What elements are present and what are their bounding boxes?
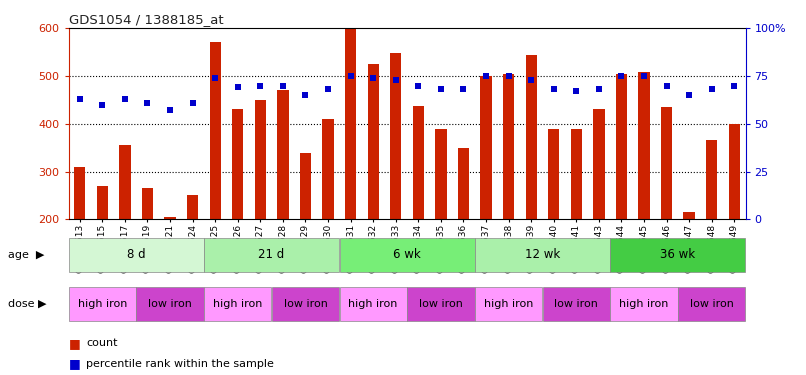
Text: 21 d: 21 d	[259, 249, 285, 261]
Bar	[475, 287, 542, 321]
Point	[254, 82, 267, 88]
Bar	[616, 74, 627, 219]
Bar	[593, 110, 604, 219]
Text: ■: ■	[69, 337, 81, 350]
Bar	[683, 212, 695, 219]
Bar	[204, 238, 339, 272]
Text: 12 wk: 12 wk	[525, 249, 560, 261]
Point	[344, 73, 357, 79]
Bar	[661, 107, 672, 219]
Text: high iron: high iron	[348, 299, 398, 309]
Point	[592, 86, 605, 92]
Point	[322, 86, 334, 92]
Bar	[300, 153, 311, 219]
Point	[186, 100, 199, 106]
Bar	[277, 90, 289, 219]
Point	[231, 84, 244, 90]
Point	[525, 77, 538, 83]
Point	[728, 82, 741, 88]
Text: age  ▶: age ▶	[8, 250, 44, 260]
Bar	[339, 287, 407, 321]
Bar	[548, 129, 559, 219]
Bar	[407, 287, 475, 321]
Text: ■: ■	[69, 357, 81, 370]
Point	[276, 82, 289, 88]
Bar	[142, 188, 153, 219]
Point	[502, 73, 515, 79]
Text: high iron: high iron	[213, 299, 263, 309]
Bar	[610, 287, 678, 321]
Bar	[526, 56, 537, 219]
Bar	[204, 287, 272, 321]
Point	[118, 96, 131, 102]
Bar	[164, 217, 176, 219]
Bar	[542, 287, 610, 321]
Bar	[503, 74, 514, 219]
Text: low iron: low iron	[690, 299, 733, 309]
Bar	[232, 110, 243, 219]
Point	[164, 107, 177, 113]
Point	[141, 100, 154, 106]
Bar	[458, 148, 469, 219]
Bar	[706, 141, 717, 219]
Bar	[475, 238, 610, 272]
Point	[615, 73, 628, 79]
Bar	[480, 76, 492, 219]
Bar	[368, 64, 379, 219]
Bar	[339, 238, 475, 272]
Text: low iron: low iron	[419, 299, 463, 309]
Bar	[255, 100, 266, 219]
Bar	[435, 129, 447, 219]
Text: dose ▶: dose ▶	[8, 299, 47, 309]
Bar	[322, 119, 334, 219]
Point	[299, 92, 312, 98]
Bar	[638, 72, 650, 219]
Point	[457, 86, 470, 92]
Point	[660, 82, 673, 88]
Point	[73, 96, 86, 102]
Point	[683, 92, 696, 98]
Point	[209, 75, 222, 81]
Point	[638, 73, 650, 79]
Text: GDS1054 / 1388185_at: GDS1054 / 1388185_at	[69, 13, 223, 26]
Text: high iron: high iron	[77, 299, 127, 309]
Bar	[74, 167, 85, 219]
Point	[705, 86, 718, 92]
Bar	[69, 287, 136, 321]
Bar	[729, 124, 740, 219]
Point	[389, 77, 402, 83]
Bar	[610, 238, 746, 272]
Point	[96, 102, 109, 108]
Text: low iron: low iron	[284, 299, 327, 309]
Bar	[69, 238, 204, 272]
Point	[547, 86, 560, 92]
Bar	[187, 195, 198, 219]
Bar	[390, 53, 401, 219]
Text: count: count	[86, 338, 118, 348]
Bar	[678, 287, 746, 321]
Bar	[119, 145, 131, 219]
Bar	[136, 287, 204, 321]
Point	[570, 88, 583, 94]
Bar	[272, 287, 339, 321]
Text: low iron: low iron	[555, 299, 598, 309]
Text: high iron: high iron	[484, 299, 534, 309]
Text: 36 wk: 36 wk	[660, 249, 696, 261]
Point	[434, 86, 447, 92]
Bar	[571, 129, 582, 219]
Bar	[413, 106, 424, 219]
Bar	[210, 42, 221, 219]
Text: high iron: high iron	[619, 299, 669, 309]
Point	[367, 75, 380, 81]
Bar	[97, 186, 108, 219]
Text: percentile rank within the sample: percentile rank within the sample	[86, 359, 274, 369]
Bar	[345, 29, 356, 219]
Text: 8 d: 8 d	[127, 249, 146, 261]
Text: low iron: low iron	[148, 299, 192, 309]
Point	[412, 82, 425, 88]
Point	[480, 73, 492, 79]
Text: 6 wk: 6 wk	[393, 249, 421, 261]
